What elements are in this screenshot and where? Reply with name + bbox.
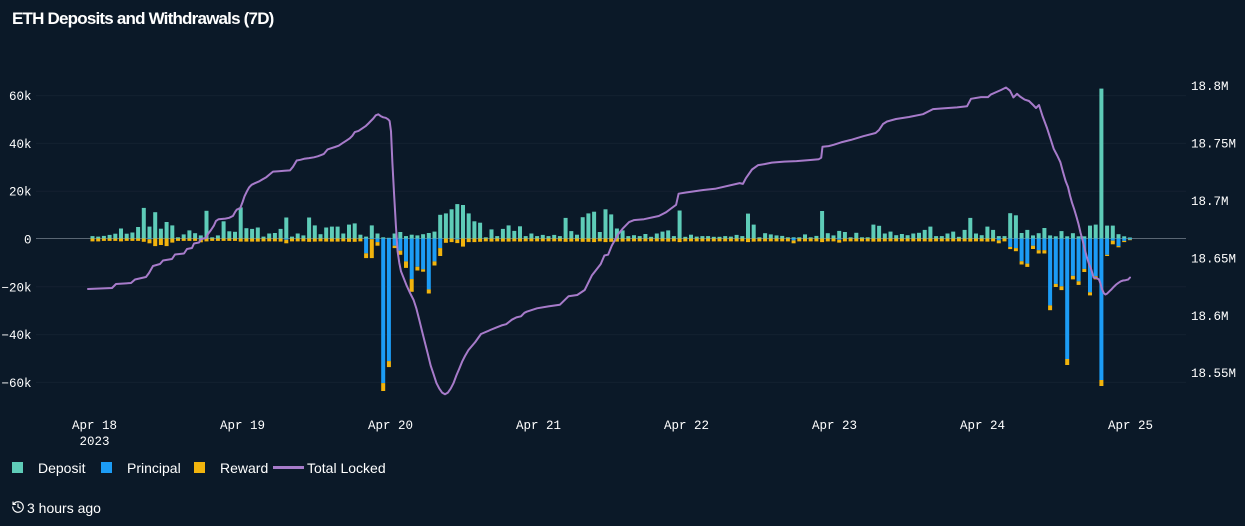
svg-text:−40k: −40k (1, 329, 31, 343)
svg-text:60k: 60k (9, 90, 32, 104)
svg-text:18.8M: 18.8M (1191, 80, 1229, 94)
svg-text:Apr 21: Apr 21 (516, 419, 561, 433)
svg-text:18.7M: 18.7M (1191, 195, 1229, 209)
svg-text:Apr 25: Apr 25 (1108, 419, 1153, 433)
svg-text:−20k: −20k (1, 281, 31, 295)
svg-text:20k: 20k (9, 186, 32, 200)
svg-text:18.75M: 18.75M (1191, 138, 1236, 152)
svg-text:Apr 22: Apr 22 (664, 419, 709, 433)
svg-text:Apr 20: Apr 20 (368, 419, 413, 433)
svg-text:40k: 40k (9, 138, 32, 152)
svg-text:Apr 19: Apr 19 (220, 419, 265, 433)
svg-text:18.65M: 18.65M (1191, 252, 1236, 266)
svg-text:18.55M: 18.55M (1191, 367, 1236, 381)
svg-text:0: 0 (24, 234, 32, 248)
svg-text:Apr 24: Apr 24 (960, 419, 1005, 433)
svg-text:Apr 23: Apr 23 (812, 419, 857, 433)
svg-text:Apr 18: Apr 18 (72, 419, 117, 433)
svg-text:−60k: −60k (1, 377, 31, 391)
svg-text:2023: 2023 (79, 435, 109, 449)
svg-text:18.6M: 18.6M (1191, 310, 1229, 324)
